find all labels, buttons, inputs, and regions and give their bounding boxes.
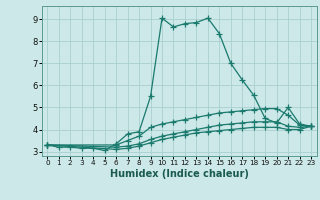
X-axis label: Humidex (Indice chaleur): Humidex (Indice chaleur) xyxy=(110,169,249,179)
